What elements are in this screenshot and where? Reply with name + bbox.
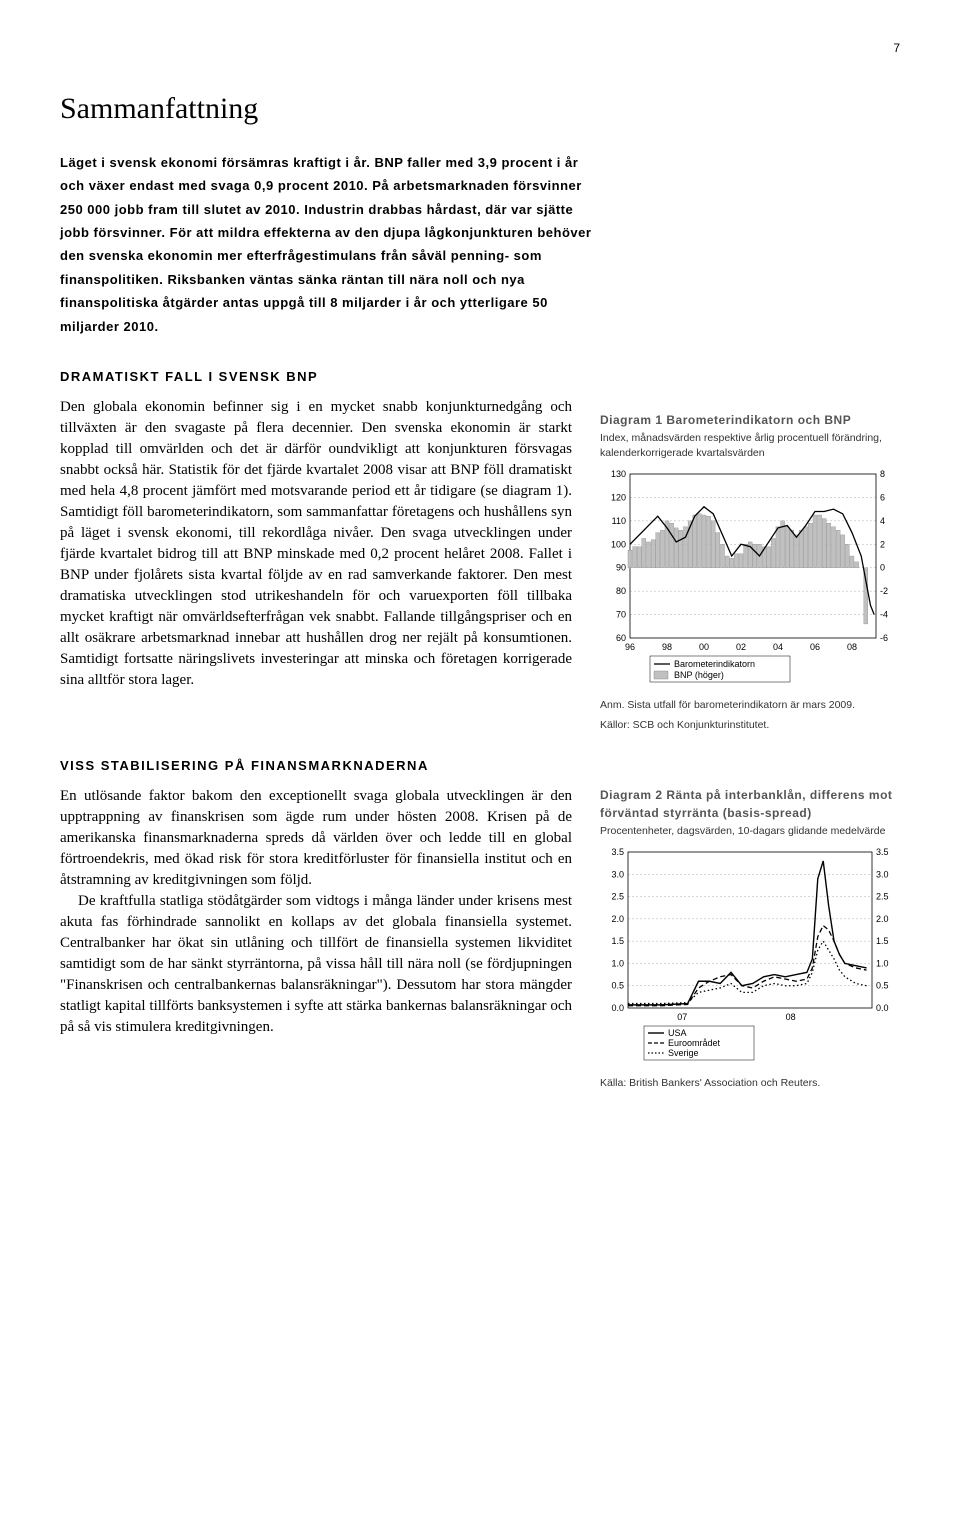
chart2-source: Källa: British Bankers' Association och … [600, 1076, 900, 1091]
svg-text:0.5: 0.5 [876, 981, 889, 991]
svg-text:98: 98 [662, 642, 672, 652]
column-right-1: Diagram 1 Barometerindikatorn och BNP In… [600, 397, 900, 733]
column-right-2: Diagram 2 Ränta på interbanklån, differe… [600, 786, 900, 1091]
chart2-title: Diagram 2 Ränta på interbanklån, differe… [600, 786, 900, 822]
section-heading-2: VISS STABILISERING PÅ FINANSMARKNADERNA [60, 757, 900, 776]
body-paragraph: De kraftfulla statliga stödåtgärder som … [60, 891, 572, 1038]
svg-text:08: 08 [847, 642, 857, 652]
svg-text:3.5: 3.5 [876, 847, 889, 857]
svg-text:110: 110 [612, 516, 626, 526]
svg-text:100: 100 [611, 540, 626, 550]
svg-text:1.5: 1.5 [876, 937, 889, 947]
page-title: Sammanfattning [60, 87, 900, 131]
svg-text:USA: USA [668, 1028, 687, 1038]
page-number: 7 [60, 40, 900, 57]
svg-text:90: 90 [616, 563, 626, 573]
svg-text:2.0: 2.0 [611, 914, 624, 924]
svg-text:-4: -4 [880, 610, 888, 620]
svg-text:6: 6 [880, 493, 885, 503]
svg-text:130: 130 [611, 469, 626, 479]
svg-text:07: 07 [677, 1012, 687, 1022]
svg-text:70: 70 [616, 610, 626, 620]
column-left-1: Den globala ekonomin befinner sig i en m… [60, 397, 572, 691]
svg-text:120: 120 [611, 493, 626, 503]
svg-text:Barometerindikatorn: Barometerindikatorn [674, 659, 755, 669]
svg-text:BNP (höger): BNP (höger) [674, 670, 724, 680]
svg-text:08: 08 [786, 1012, 796, 1022]
svg-text:2.0: 2.0 [876, 914, 889, 924]
body-paragraph: En utlösande faktor bakom den exceptione… [60, 786, 572, 891]
svg-text:8: 8 [880, 469, 885, 479]
column-left-2: En utlösande faktor bakom den exceptione… [60, 786, 572, 1038]
chart1-subtitle: Index, månadsvärden respektive årlig pro… [600, 431, 900, 460]
two-column-block-1: Den globala ekonomin befinner sig i en m… [60, 397, 900, 733]
section-heading-1: DRAMATISKT FALL I SVENSK BNP [60, 368, 900, 387]
chart2-subtitle: Procentenheter, dagsvärden, 10-dagars gl… [600, 824, 900, 839]
svg-text:4: 4 [880, 516, 885, 526]
svg-text:06: 06 [810, 642, 820, 652]
chart1-note: Anm. Sista utfall för barometerindikator… [600, 698, 900, 713]
svg-text:96: 96 [625, 642, 635, 652]
svg-text:1.0: 1.0 [876, 959, 889, 969]
svg-text:2.5: 2.5 [876, 892, 889, 902]
svg-text:-2: -2 [880, 586, 888, 596]
svg-text:0.0: 0.0 [611, 1003, 624, 1013]
chart1-title: Diagram 1 Barometerindikatorn och BNP [600, 411, 900, 429]
chart1: 60708090100110120130-6-4-202468969800020… [600, 466, 900, 691]
two-column-block-2: En utlösande faktor bakom den exceptione… [60, 786, 900, 1091]
svg-text:04: 04 [773, 642, 783, 652]
svg-text:3.0: 3.0 [611, 870, 624, 880]
svg-text:-6: -6 [880, 633, 888, 643]
svg-text:00: 00 [699, 642, 709, 652]
svg-text:3.5: 3.5 [611, 847, 624, 857]
svg-text:1.0: 1.0 [611, 959, 624, 969]
svg-text:2: 2 [880, 540, 885, 550]
chart1-source: Källor: SCB och Konjunkturinstitutet. [600, 718, 900, 733]
body-paragraph: Den globala ekonomin befinner sig i en m… [60, 397, 572, 691]
svg-text:0.0: 0.0 [876, 1003, 889, 1013]
svg-text:0: 0 [880, 563, 885, 573]
svg-text:1.5: 1.5 [611, 937, 624, 947]
chart2: 0.0 0.0 0.5 0.5 1.0 1.0 1.5 1.5 2.0 2.0 2.5 2.5 3.0 3… [600, 844, 900, 1069]
lead-paragraph: Läget i svensk ekonomi försämras kraftig… [60, 151, 600, 338]
svg-text:Sverige: Sverige [668, 1048, 699, 1058]
svg-text:80: 80 [616, 586, 626, 596]
svg-text:3.0: 3.0 [876, 870, 889, 880]
svg-text:Euroområdet: Euroområdet [668, 1038, 721, 1048]
svg-text:02: 02 [736, 642, 746, 652]
svg-text:0.5: 0.5 [611, 981, 624, 991]
svg-text:2.5: 2.5 [611, 892, 624, 902]
